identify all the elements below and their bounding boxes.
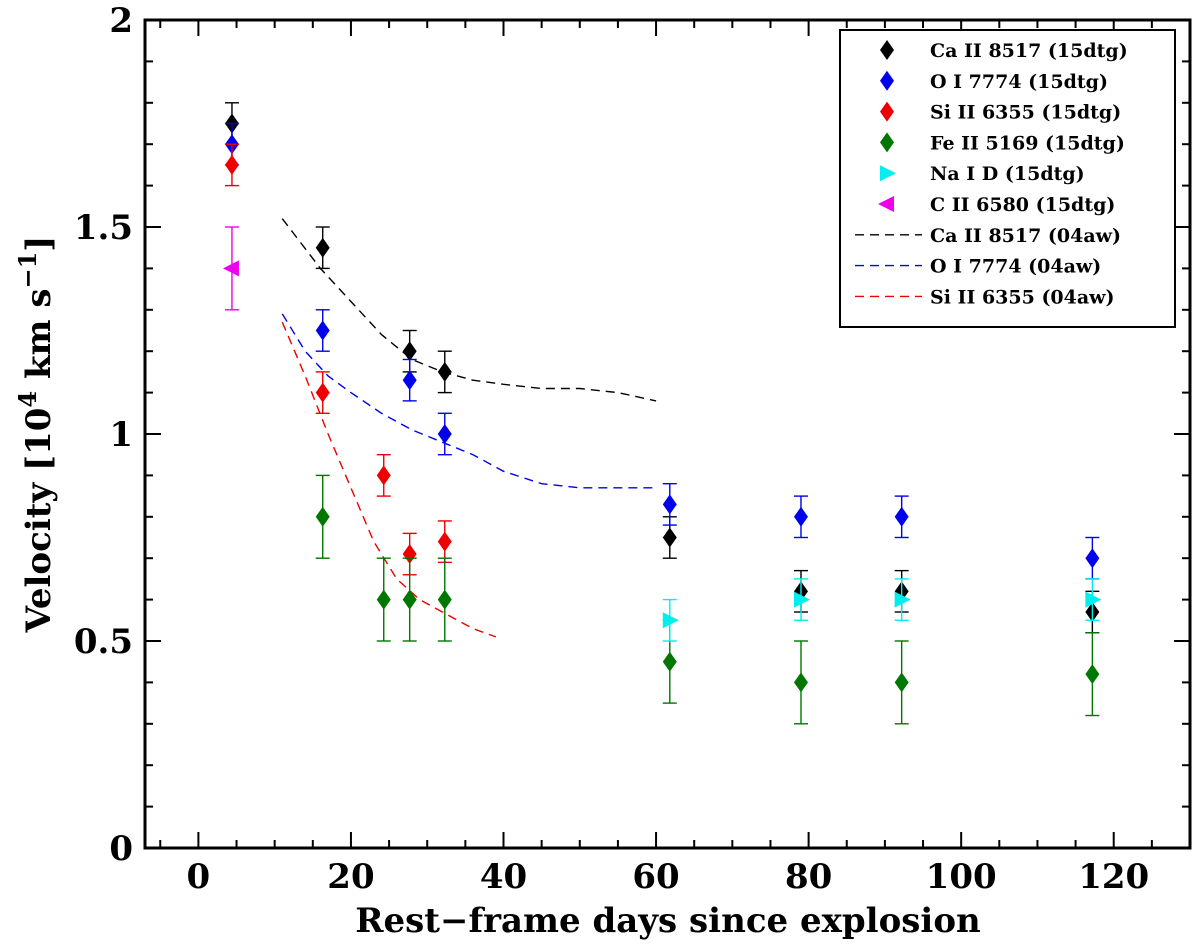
y-tick-label: 1 xyxy=(109,415,133,455)
y-axis-title-units: km s xyxy=(19,289,59,391)
legend-marker xyxy=(880,132,894,153)
legend-label: Si II 6355 (15dtg) xyxy=(930,102,1121,124)
y-tick-label: 0 xyxy=(109,829,133,869)
data-point xyxy=(402,589,417,610)
x-tick-label: 100 xyxy=(926,857,997,897)
data-point xyxy=(402,341,417,362)
legend-label: C II 6580 (15dtg) xyxy=(930,194,1115,216)
data-point xyxy=(315,382,330,403)
y-axis-title-exponent-2: −1 xyxy=(13,252,42,289)
legend-marker xyxy=(880,101,894,122)
legend-marker xyxy=(880,165,896,182)
y-tick-label: 2 xyxy=(109,1,133,41)
y-axis-title-main: Velocity [10 xyxy=(19,408,59,634)
y-axis-title-close: ] xyxy=(19,236,59,252)
data-point xyxy=(315,320,330,341)
legend-marker xyxy=(880,70,894,91)
legend-entry-na-i-d-15dtg: Na I D (15dtg) xyxy=(880,163,1085,185)
legend-entry-c-ii-6580-15dtg: C II 6580 (15dtg) xyxy=(878,194,1115,216)
legend-entry-o-i-7774-15dtg: O I 7774 (15dtg) xyxy=(880,70,1108,93)
legend-label: O I 7774 (15dtg) xyxy=(930,71,1108,93)
series-line-ca-ii-8517-04aw xyxy=(281,218,657,402)
data-point xyxy=(1085,664,1100,685)
legend-entry-si-ii-6355-04aw: Si II 6355 (04aw) xyxy=(855,286,1115,308)
data-point xyxy=(437,531,452,552)
series-fe-ii-5169-15dtg xyxy=(315,474,1100,725)
data-point xyxy=(437,361,452,382)
x-tick-label: 60 xyxy=(632,857,679,897)
data-points-layer xyxy=(222,102,1102,725)
legend-marker xyxy=(880,40,894,60)
y-tick-labels: 0 0.5 1 1.5 2 xyxy=(74,1,133,869)
data-point xyxy=(1085,591,1102,608)
legend-label: Si II 6355 (04aw) xyxy=(930,286,1115,308)
x-axis-title: Rest−frame days since explosion xyxy=(355,901,980,941)
legend-box xyxy=(839,29,1176,328)
y-axis-title-exponent: 4 xyxy=(13,391,42,408)
data-point xyxy=(662,494,677,515)
x-tick-label: 40 xyxy=(480,857,527,897)
y-tick-label: 0.5 xyxy=(74,622,133,662)
series-na-i-d-15dtg xyxy=(662,578,1102,642)
series-c-ii-6580-15dtg xyxy=(222,226,239,311)
x-tick-label: 80 xyxy=(785,857,832,897)
y-axis-title: Velocity [104 km s−1] xyxy=(13,236,59,634)
data-point xyxy=(793,506,808,527)
data-point xyxy=(894,672,909,693)
data-point xyxy=(376,465,391,486)
legend-entry-fe-ii-5169-15dtg: Fe II 5169 (15dtg) xyxy=(880,132,1125,154)
series-line-si-ii-6355-04aw xyxy=(281,321,497,638)
data-point xyxy=(662,612,679,629)
plot-frame xyxy=(143,18,1192,850)
data-point xyxy=(437,589,452,610)
data-point xyxy=(437,424,452,444)
series-line-o-i-7774-04aw xyxy=(281,313,657,489)
data-point xyxy=(793,591,810,608)
legend-label: O I 7774 (04aw) xyxy=(930,256,1101,278)
legend-entry-o-i-7774-04aw: O I 7774 (04aw) xyxy=(855,256,1101,278)
legend-entries: Ca II 8517 (15dtg) O I 7774 (15dtg) Si II … xyxy=(855,40,1128,308)
series-si-ii-6355-15dtg xyxy=(224,143,452,576)
legend-entry-si-ii-6355-15dtg: Si II 6355 (15dtg) xyxy=(880,101,1121,124)
x-tick-labels: 0 20 40 60 80 100 120 xyxy=(187,857,1150,897)
data-point xyxy=(402,544,417,565)
x-tick-label: 0 xyxy=(187,857,211,897)
legend-label: Ca II 8517 (04aw) xyxy=(930,225,1121,247)
data-point xyxy=(894,591,911,608)
data-point xyxy=(894,506,909,527)
legend-entry-ca-ii-8517-15dtg: Ca II 8517 (15dtg) xyxy=(880,40,1128,62)
data-point xyxy=(1085,548,1100,569)
data-point xyxy=(662,651,677,672)
data-point xyxy=(224,154,239,175)
legend-marker xyxy=(878,196,894,212)
data-point xyxy=(315,237,330,258)
legend-label: Ca II 8517 (15dtg) xyxy=(930,40,1128,62)
dashed-lines-layer xyxy=(281,218,657,638)
y-tick-label: 1.5 xyxy=(74,208,133,248)
x-tick-label: 20 xyxy=(327,857,374,897)
legend-label: Fe II 5169 (15dtg) xyxy=(930,132,1125,154)
data-point xyxy=(315,506,330,527)
legend-label: Na I D (15dtg) xyxy=(930,163,1085,185)
data-point xyxy=(793,672,808,693)
x-tick-label: 120 xyxy=(1078,857,1149,897)
data-point xyxy=(222,260,239,277)
legend-entry-ca-ii-8517-04aw: Ca II 8517 (04aw) xyxy=(855,225,1121,247)
data-point xyxy=(402,370,417,391)
data-point xyxy=(376,589,391,610)
legend: Ca II 8517 (15dtg) O I 7774 (15dtg) Si II … xyxy=(839,29,1176,328)
data-point xyxy=(662,527,677,548)
